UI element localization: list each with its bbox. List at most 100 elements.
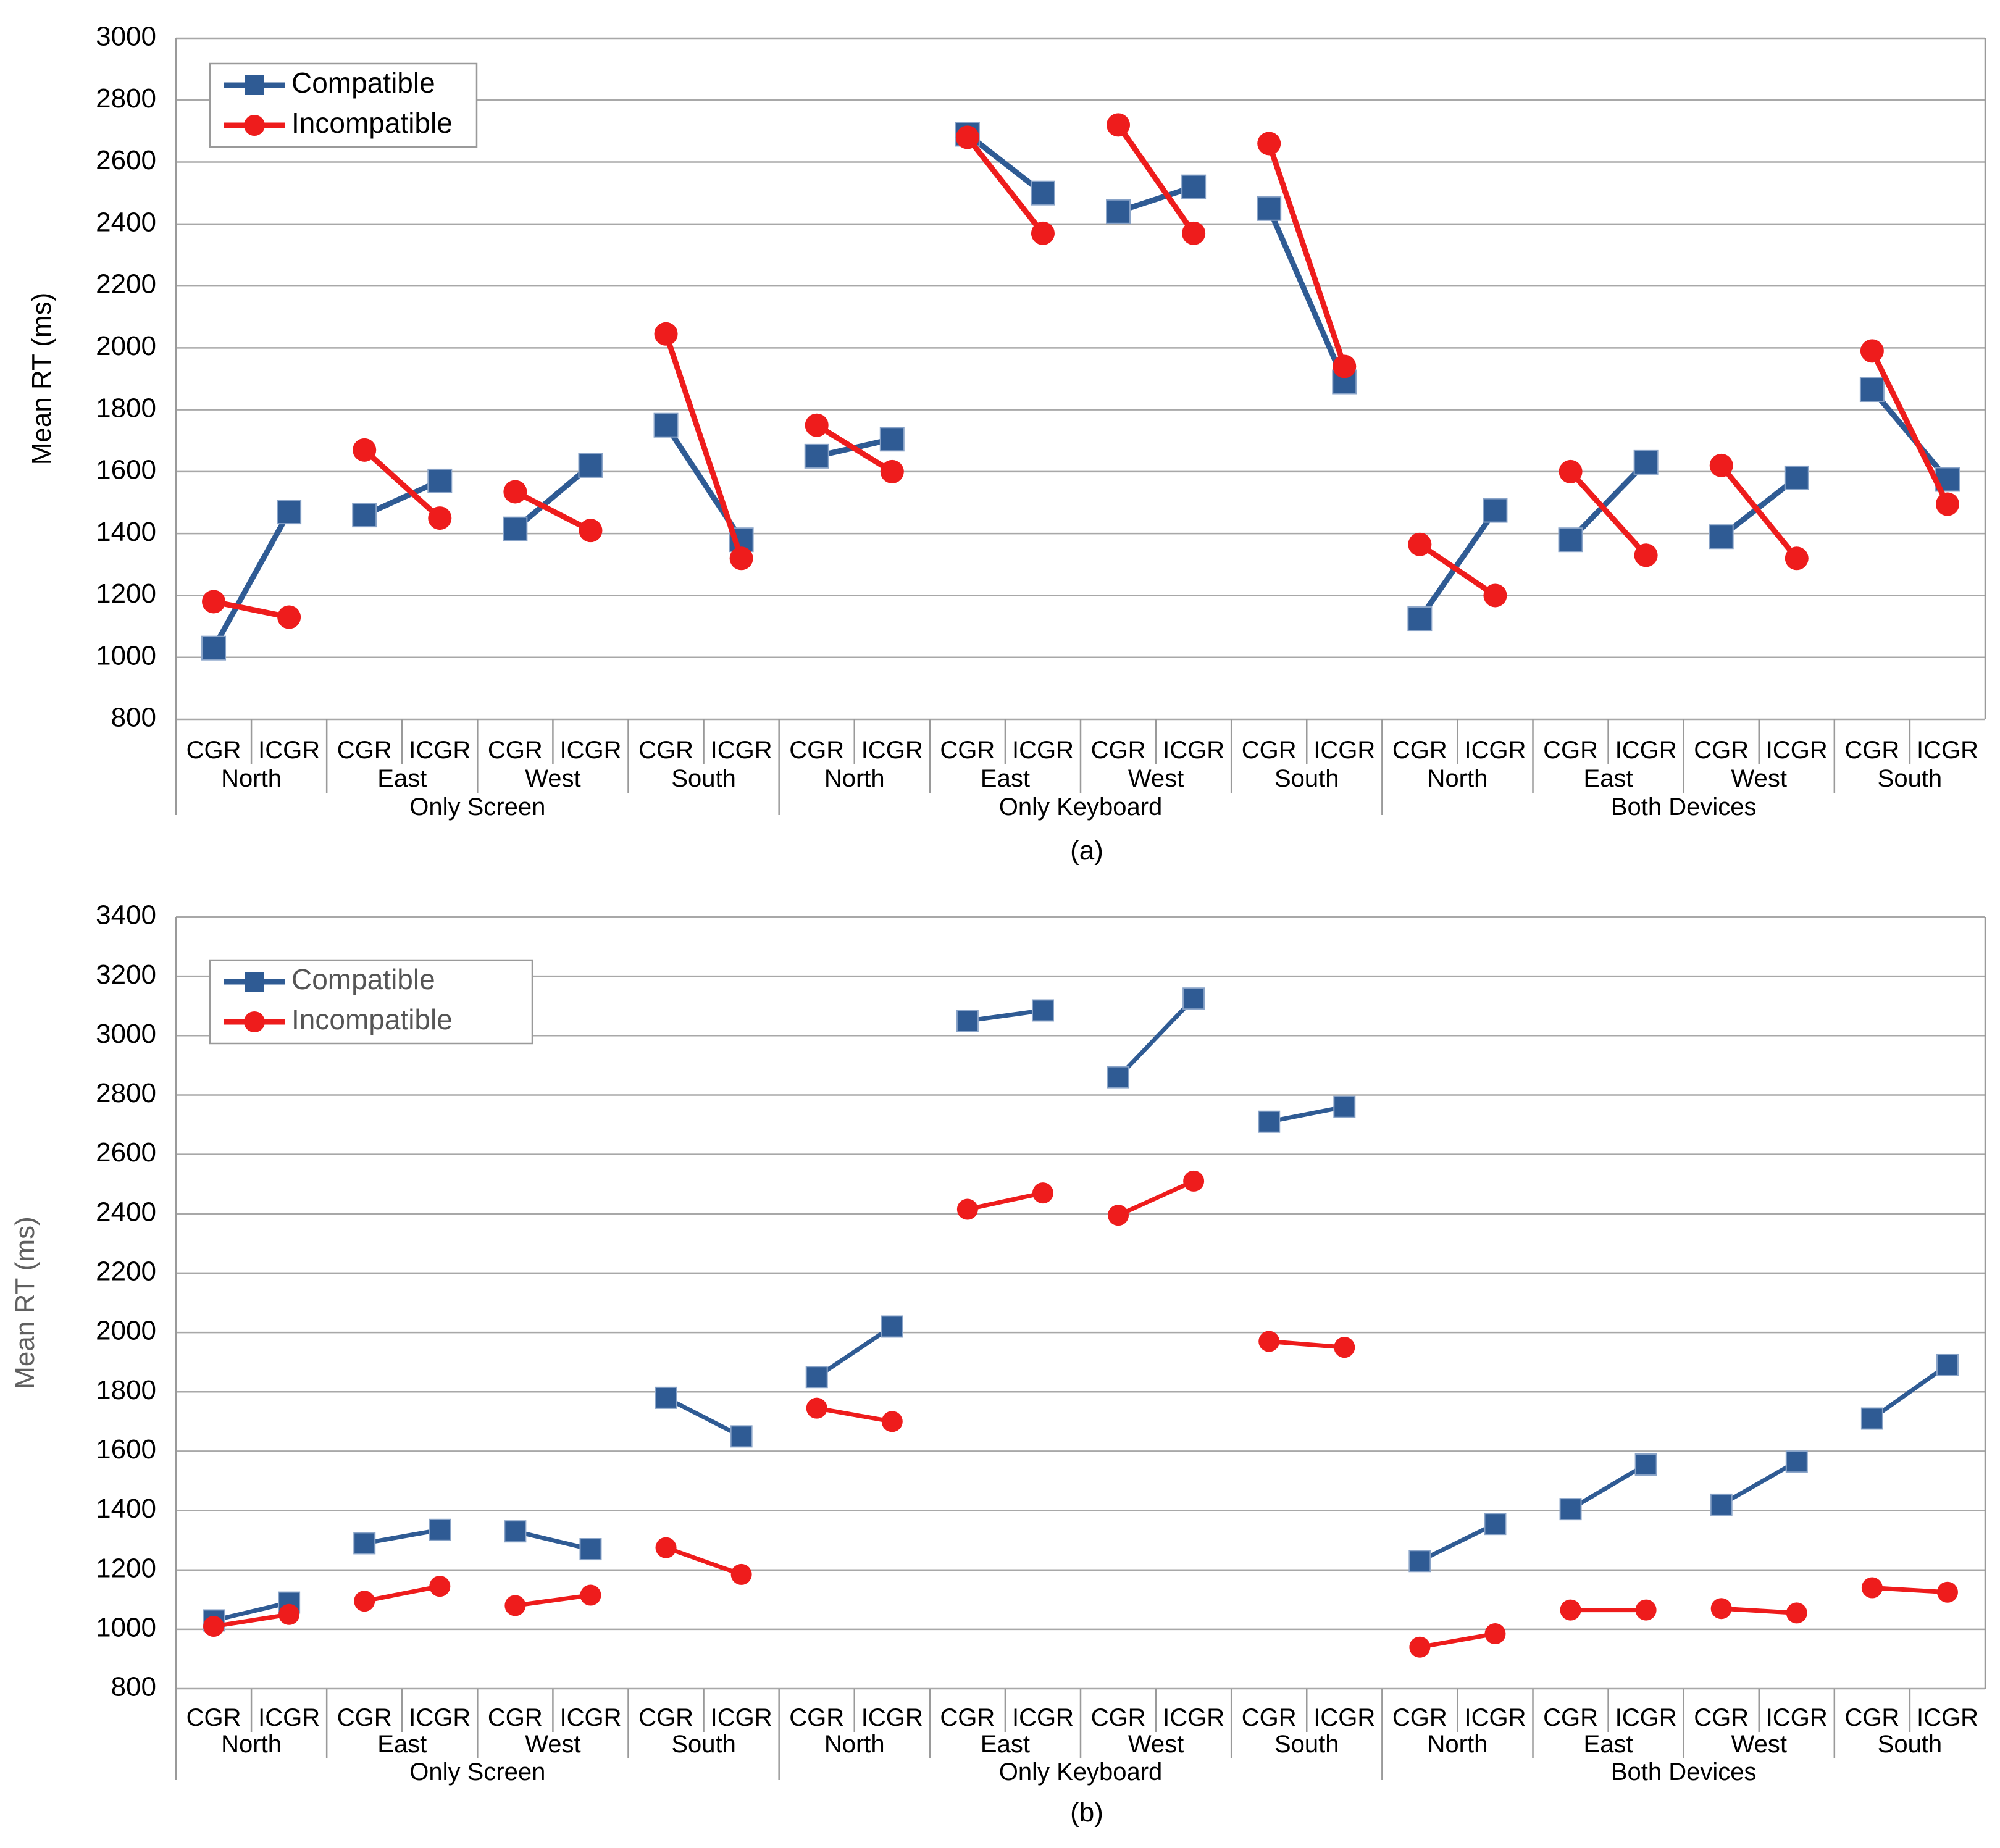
chart1-legend-label-compatible: Compatible	[291, 67, 435, 99]
chart2-series-compatible-segment	[362, 1528, 442, 1545]
chart1-x-group-south: South	[671, 765, 736, 792]
chart1-x-group-east: East	[1584, 765, 1633, 792]
chart2-point-incompatible	[1861, 1577, 1883, 1599]
chart1-x-tick-cgr: CGR	[1242, 737, 1297, 764]
chart2-x-tick-cgr: CGR	[1543, 1704, 1598, 1731]
chart2-y-tick-label: 2200	[96, 1256, 156, 1287]
chart2-series-compatible-segment	[211, 1600, 291, 1623]
chart1-x-tick-icgr: ICGR	[861, 737, 923, 764]
chart1-y-tick-label: 800	[111, 703, 156, 733]
chart1-series-compatible-segment	[1416, 508, 1498, 622]
chart1-series-incompatible-segment	[1869, 348, 1951, 508]
chart1-point-incompatible	[1634, 543, 1658, 567]
chart2-point-compatible	[353, 1532, 376, 1555]
chart1-x-tick-cgr: CGR	[940, 737, 995, 764]
chart1-y-tick-label: 1600	[96, 455, 156, 485]
chart1-series-incompatible-segment	[1718, 462, 1800, 561]
chart2-point-incompatible	[580, 1584, 601, 1606]
chart1-series-compatible-segment	[512, 462, 593, 532]
chart2-series-incompatible-segment	[1870, 1586, 1950, 1595]
chart1-x-supergroup-label: Both Devices	[1611, 793, 1757, 821]
chart1-point-incompatible	[1559, 459, 1583, 483]
chart2-x-group-west: West	[1128, 1731, 1184, 1758]
chart1-x-group-east: East	[981, 765, 1030, 792]
chart1-x-tick-icgr: ICGR	[1464, 737, 1526, 764]
chart1-point-compatible	[1709, 524, 1734, 550]
chart1-x-group-west: West	[1731, 765, 1787, 792]
chart1-y-tick-label: 1200	[96, 579, 156, 609]
chart2-point-compatible	[655, 1386, 677, 1409]
chart2-x-group-west: West	[1731, 1731, 1787, 1758]
chart2-x-tick-cgr: CGR	[337, 1704, 392, 1731]
chart2-x-group-south: South	[1274, 1731, 1339, 1758]
chart2-x-tick-icgr: ICGR	[711, 1704, 772, 1731]
chart2-point-incompatible	[1258, 1331, 1280, 1352]
chart2-point-incompatible	[1560, 1599, 1581, 1621]
chart1-point-incompatible	[277, 605, 301, 629]
chart1-series-incompatible-segment	[1115, 122, 1197, 236]
chart1-x-group-west: West	[525, 765, 580, 792]
chart2-x-tick-cgr: CGR	[638, 1704, 693, 1731]
chart2-point-incompatible	[1409, 1636, 1431, 1658]
chart2-x-tick-icgr: ICGR	[1313, 1704, 1375, 1731]
chart1-point-incompatible	[353, 438, 377, 462]
chart1-y-axis-title: Mean RT (ms)	[27, 293, 57, 466]
chart2-point-incompatible	[1635, 1599, 1657, 1621]
chart1-series-compatible-segment	[964, 131, 1046, 196]
chart2-point-compatible	[1107, 1066, 1130, 1089]
chart2-point-compatible	[1936, 1353, 1959, 1376]
chart1-point-compatible	[879, 427, 905, 452]
chart1-x-supergroup-label: Only Keyboard	[999, 793, 1163, 821]
chart1-point-incompatible	[1333, 354, 1357, 378]
chart2-series-compatible-segment	[814, 1324, 895, 1379]
chart2-legend-label-incompatible: Incompatible	[291, 1003, 453, 1035]
chart1-point-compatible	[1407, 606, 1433, 632]
chart2-point-incompatible	[504, 1595, 526, 1616]
chart1-x-tick-cgr: CGR	[789, 737, 844, 764]
chart2-x-tick-cgr: CGR	[1694, 1704, 1749, 1731]
chart2-point-incompatible	[1183, 1170, 1205, 1192]
chart1-series-incompatible-segment	[1266, 140, 1347, 369]
chart2-x-tick-cgr: CGR	[1844, 1704, 1899, 1731]
chart2-x-group-west: West	[525, 1731, 580, 1758]
chart1-x-supergroup-label: Only Screen	[409, 793, 545, 821]
chart1-x-tick-cgr: CGR	[186, 737, 241, 764]
chart2-y-tick-label: 1200	[96, 1553, 156, 1583]
chart1-point-incompatible	[1257, 132, 1281, 156]
chart1-y-tick-label: 3000	[96, 22, 156, 52]
chart2-y-tick-label: 2400	[96, 1197, 156, 1227]
chart2-point-incompatible	[1786, 1602, 1807, 1624]
chart2-x-tick-icgr: ICGR	[1917, 1704, 1978, 1731]
chart1-series-incompatible-segment	[211, 598, 292, 621]
chart1-series-compatible-segment	[1568, 459, 1649, 543]
chart1-series-incompatible-segment	[1416, 541, 1498, 598]
chart2-series-incompatible-segment	[965, 1190, 1045, 1212]
chart1-x-tick-cgr: CGR	[488, 737, 543, 764]
chart1-series-compatible-segment	[1266, 206, 1347, 385]
chart1-x-group-north: North	[824, 765, 885, 792]
chart2-y-tick-label: 2600	[96, 1137, 156, 1168]
chart2-series-compatible-segment	[965, 1008, 1045, 1023]
chart2-legend-marker-circle	[244, 1011, 265, 1032]
chart2-point-compatible	[730, 1425, 753, 1448]
chart1-point-incompatible	[805, 413, 829, 437]
chart1-point-incompatible	[428, 506, 452, 530]
chart1-x-tick-icgr: ICGR	[1012, 737, 1074, 764]
chart2-y-axis-title: Mean RT (ms)	[10, 1216, 40, 1389]
chart2-x-tick-cgr: CGR	[488, 1704, 543, 1731]
chart2-series-incompatible-segment	[1719, 1606, 1799, 1615]
chart1-x-tick-cgr: CGR	[1844, 737, 1899, 764]
chart2-x-tick-icgr: ICGR	[861, 1704, 923, 1731]
chart1-point-compatible	[277, 500, 302, 525]
chart1-point-compatible	[1633, 449, 1659, 475]
chart2-series-compatible-segment	[1116, 996, 1196, 1080]
chart2-point-compatible	[1031, 999, 1054, 1022]
chart1-point-compatible	[653, 412, 679, 438]
chart2-y-tick-label: 3400	[96, 900, 156, 930]
chart1-caption: (a)	[1070, 835, 1103, 866]
chart2-y-tick-label: 1400	[96, 1494, 156, 1524]
chart2-point-compatible	[881, 1315, 903, 1338]
chart1-point-compatible	[1558, 527, 1583, 553]
chart1-point-incompatible	[1860, 339, 1884, 363]
chart2-point-compatible	[1860, 1407, 1883, 1430]
